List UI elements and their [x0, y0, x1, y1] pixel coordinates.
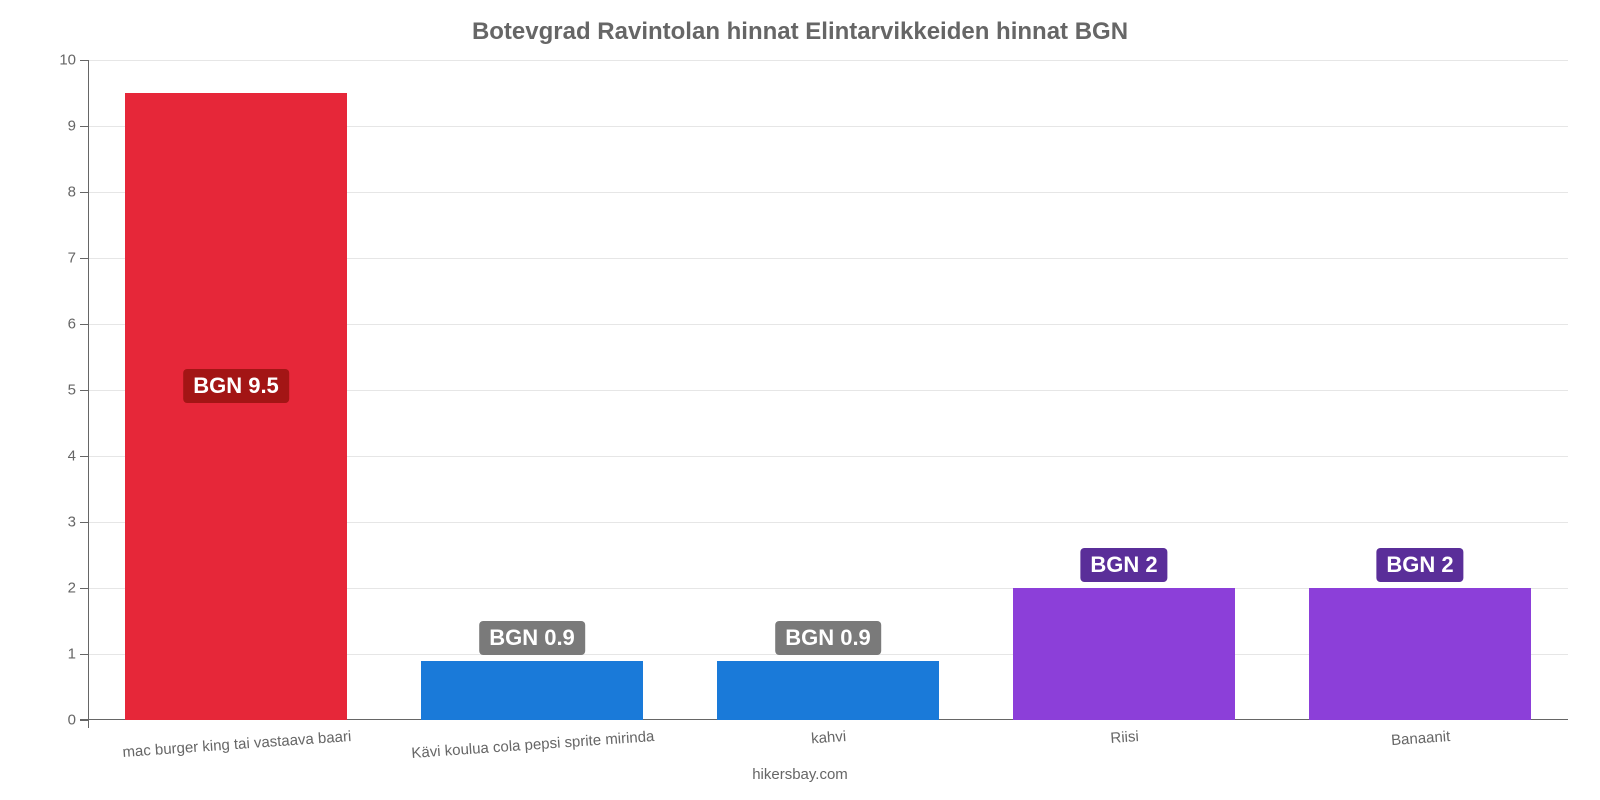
y-tick-label: 1 [42, 646, 76, 663]
y-tick [80, 456, 88, 457]
x-tick-label: kahvi [811, 728, 847, 747]
bar [421, 661, 643, 720]
x-tick-label: Kävi koulua cola pepsi sprite mirinda [411, 728, 655, 762]
bar [1309, 588, 1531, 720]
y-tick [80, 588, 88, 589]
x-tick-label: mac burger king tai vastaava baari [122, 728, 352, 761]
grid-line [88, 60, 1568, 61]
bar-value-label: BGN 2 [1376, 548, 1463, 582]
y-tick [80, 720, 88, 721]
chart-footer: hikersbay.com [0, 766, 1600, 783]
y-tick [80, 126, 88, 127]
bar [125, 93, 347, 720]
bar-value-label: BGN 9.5 [183, 369, 289, 403]
bar-value-label: BGN 2 [1080, 548, 1167, 582]
bar-value-label: BGN 0.9 [775, 621, 881, 655]
y-tick-label: 9 [42, 118, 76, 135]
y-tick-label: 7 [42, 250, 76, 267]
y-tick-label: 2 [42, 580, 76, 597]
y-tick [80, 258, 88, 259]
y-tick-label: 10 [42, 52, 76, 69]
x-tick-label: Banaanit [1391, 728, 1451, 749]
y-tick [80, 654, 88, 655]
y-tick-label: 6 [42, 316, 76, 333]
y-tick-label: 8 [42, 184, 76, 201]
bar-value-label: BGN 0.9 [479, 621, 585, 655]
chart-title: Botevgrad Ravintolan hinnat Elintarvikke… [0, 18, 1600, 46]
y-tick [80, 390, 88, 391]
y-tick-label: 4 [42, 448, 76, 465]
bar [717, 661, 939, 720]
y-tick [80, 522, 88, 523]
y-tick [80, 60, 88, 61]
y-tick-label: 5 [42, 382, 76, 399]
plot-area: 012345678910BGN 9.5mac burger king tai v… [88, 60, 1568, 720]
y-tick [80, 192, 88, 193]
y-tick [80, 324, 88, 325]
bar [1013, 588, 1235, 720]
y-tick-label: 3 [42, 514, 76, 531]
price-bar-chart: Botevgrad Ravintolan hinnat Elintarvikke… [0, 0, 1600, 800]
y-axis-line [88, 60, 89, 728]
y-tick-label: 0 [42, 712, 76, 729]
x-tick-label: Riisi [1110, 728, 1139, 747]
